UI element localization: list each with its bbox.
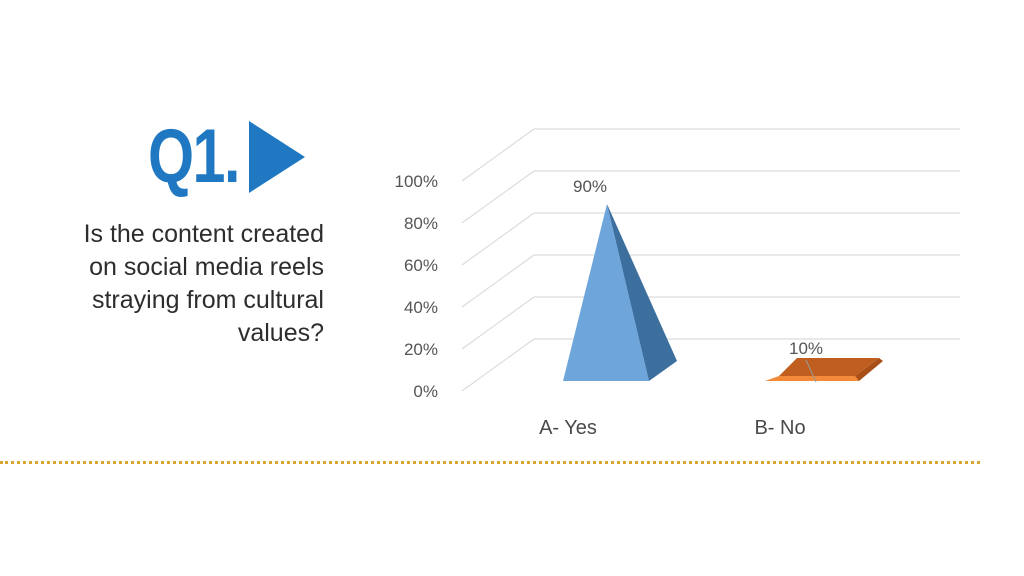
gridline-depth bbox=[461, 296, 535, 350]
data-label: 10% bbox=[789, 339, 823, 358]
data-label: 90% bbox=[573, 177, 607, 196]
bar-no-front bbox=[765, 376, 859, 381]
y-tick-label: 20% bbox=[404, 340, 438, 359]
gridline-depth bbox=[461, 254, 535, 308]
gridline-depth bbox=[461, 212, 535, 266]
question-heading: Q1. bbox=[148, 112, 307, 202]
data-label-leader bbox=[805, 359, 817, 383]
bar-yes-front bbox=[563, 204, 649, 381]
y-tick-label: 100% bbox=[395, 172, 438, 191]
x-tick-label: B- No bbox=[754, 417, 805, 439]
play-triangle-icon bbox=[248, 121, 305, 193]
gridline-depth bbox=[461, 338, 535, 392]
dotted-divider bbox=[0, 461, 980, 464]
y-tick-label: 40% bbox=[404, 298, 438, 317]
bar-no-side bbox=[855, 358, 883, 381]
bar-yes-side bbox=[607, 204, 677, 381]
question-line-3: straying from cultural bbox=[91, 286, 324, 314]
x-tick-label: A- Yes bbox=[539, 417, 597, 439]
gridline-depth bbox=[461, 128, 535, 182]
bar-chart: 0% 20% 40% 60% 80% 100% 90% A- Yes 10% B- No bbox=[395, 128, 960, 439]
bar-no-top bbox=[779, 358, 879, 377]
gridline-depth bbox=[461, 170, 535, 224]
y-tick-label: 60% bbox=[404, 256, 438, 275]
question-text: Is the content created on social media r… bbox=[20, 218, 324, 350]
y-tick-label: 0% bbox=[413, 382, 438, 401]
question-number: Q1. bbox=[148, 114, 240, 199]
question-line-1: Is the content created bbox=[83, 220, 324, 248]
y-tick-label: 80% bbox=[404, 214, 438, 233]
question-line-2: on social media reels bbox=[89, 253, 324, 281]
question-line-4: values? bbox=[237, 319, 324, 347]
